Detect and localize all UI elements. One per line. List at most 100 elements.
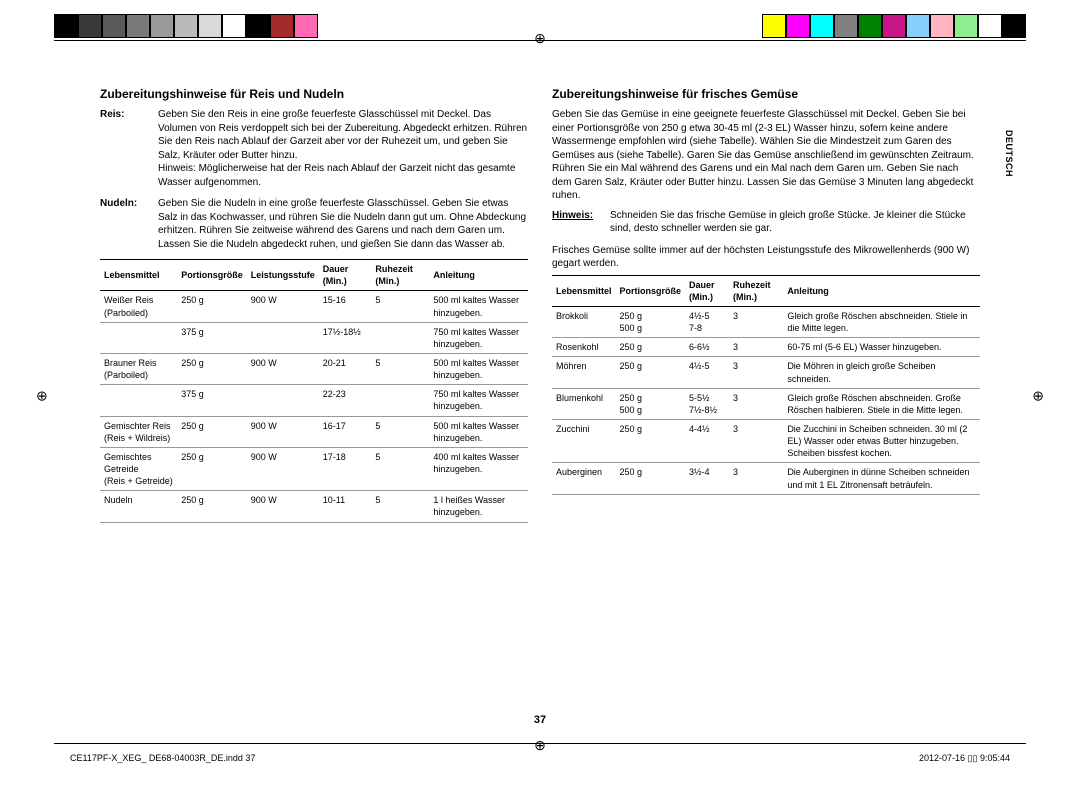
cell: 900 W	[247, 354, 319, 385]
left-heading: Zubereitungshinweise für Reis und Nudeln	[100, 86, 528, 102]
cell: 20-21	[319, 354, 372, 385]
col-header: Anleitung	[783, 275, 980, 306]
cell: Gemischter Reis(Reis + Wildreis)	[100, 416, 177, 447]
cell: 3	[729, 306, 783, 337]
cell: 4-4½	[685, 419, 729, 462]
cell: 750 ml kaltes Wasser hinzugeben.	[429, 385, 528, 416]
cell: 3	[729, 463, 783, 494]
cell: 22-23	[319, 385, 372, 416]
table-row: Auberginen250 g3½-43Die Auberginen in dü…	[552, 463, 980, 494]
regmark-right: ⊕	[1032, 388, 1044, 405]
cell: 15-16	[319, 291, 372, 322]
cell: 5	[371, 291, 429, 322]
table-row: Brauner Reis(Parboiled)250 g900 W20-2155…	[100, 354, 528, 385]
cell: Möhren	[552, 357, 616, 388]
cell: 10-11	[319, 491, 372, 522]
cell: Zucchini	[552, 419, 616, 462]
table-row: Zucchini250 g4-4½3Die Zucchini in Scheib…	[552, 419, 980, 462]
cell	[100, 385, 177, 416]
cell: 750 ml kaltes Wasser hinzugeben.	[429, 322, 528, 353]
cell: 375 g	[177, 322, 247, 353]
language-tab: DEUTSCH	[1004, 130, 1014, 177]
colorbar-left	[54, 14, 318, 38]
instruction-label: Reis:	[100, 108, 158, 189]
left-sections: Reis:Geben Sie den Reis in eine große fe…	[100, 108, 528, 251]
cell: 4½-5	[685, 357, 729, 388]
table-vegetables: LebensmittelPortionsgrößeDauer (Min.)Ruh…	[552, 275, 980, 495]
right-column: Zubereitungshinweise für frisches Gemüse…	[552, 86, 980, 702]
cell: 17½-18½	[319, 322, 372, 353]
col-header: Portionsgröße	[616, 275, 686, 306]
cell: 5	[371, 354, 429, 385]
cell: 6-6½	[685, 338, 729, 357]
col-header: Ruhezeit (Min.)	[371, 260, 429, 291]
cell: 3	[729, 338, 783, 357]
cell: 5-5½7½-8½	[685, 388, 729, 419]
cell	[371, 385, 429, 416]
table-row: Blumenkohl250 g500 g5-5½7½-8½3Gleich gro…	[552, 388, 980, 419]
table-rice-noodles: LebensmittelPortionsgrößeLeistungsstufeD…	[100, 259, 528, 522]
cell: Gleich große Röschen abschneiden. Große …	[783, 388, 980, 419]
table-row: 375 g 22-23 750 ml kaltes Wasser hinzugebe…	[100, 385, 528, 416]
cell: 3	[729, 357, 783, 388]
cell: 3	[729, 419, 783, 462]
table-row: 375 g 17½-18½ 750 ml kaltes Wasser hinzuge…	[100, 322, 528, 353]
table-row: Brokkoli250 g500 g4½-57-83Gleich große R…	[552, 306, 980, 337]
footer: CE117PF-X_XEG_ DE68-04003R_DE.indd 37 20…	[70, 753, 1010, 764]
hinweis-text: Schneiden Sie das frische Gemüse in glei…	[610, 209, 980, 236]
cell: Gemischtes Getreide(Reis + Getreide)	[100, 447, 177, 490]
table-row: Rosenkohl250 g6-6½360-75 ml (5-6 EL) Was…	[552, 338, 980, 357]
cell: 250 g500 g	[616, 306, 686, 337]
cell: Blumenkohl	[552, 388, 616, 419]
cell: 250 g	[177, 447, 247, 490]
content-columns: Zubereitungshinweise für Reis und Nudeln…	[100, 86, 980, 702]
cell: Die Möhren in gleich große Scheiben schn…	[783, 357, 980, 388]
instruction-block: Reis:Geben Sie den Reis in eine große fe…	[100, 108, 528, 189]
hinweis-label: Hinweis:	[552, 209, 610, 236]
cell: Die Zucchini in Scheiben schneiden. 30 m…	[783, 419, 980, 462]
cell: 375 g	[177, 385, 247, 416]
col-header: Lebensmittel	[100, 260, 177, 291]
cell: 400 ml kaltes Wasser hinzugeben.	[429, 447, 528, 490]
table-row: Möhren250 g4½-53Die Möhren in gleich gro…	[552, 357, 980, 388]
cell: Gleich große Röschen abschneiden. Stiele…	[783, 306, 980, 337]
col-header: Leistungsstufe	[247, 260, 319, 291]
hinweis-block: Hinweis: Schneiden Sie das frische Gemüs…	[552, 209, 980, 236]
cell: 3	[729, 388, 783, 419]
cell: Weißer Reis(Parboiled)	[100, 291, 177, 322]
instruction-block: Nudeln:Geben Sie die Nudeln in eine groß…	[100, 197, 528, 251]
cell: 250 g500 g	[616, 388, 686, 419]
cell: 17-18	[319, 447, 372, 490]
cell	[371, 322, 429, 353]
col-header: Dauer (Min.)	[685, 275, 729, 306]
col-header: Anleitung	[429, 260, 528, 291]
cell: 500 ml kaltes Wasser hinzugeben.	[429, 416, 528, 447]
cell: 250 g	[177, 354, 247, 385]
cell: 500 ml kaltes Wasser hinzugeben.	[429, 291, 528, 322]
cell: 250 g	[616, 357, 686, 388]
regmark-top: ⊕	[534, 30, 546, 47]
instruction-text: Geben Sie die Nudeln in eine große feuer…	[158, 197, 528, 251]
col-header: Lebensmittel	[552, 275, 616, 306]
footer-right: 2012-07-16 ▯▯ 9:05:44	[919, 753, 1010, 764]
instruction-label: Nudeln:	[100, 197, 158, 251]
table-row: Weißer Reis(Parboiled)250 g900 W15-16550…	[100, 291, 528, 322]
cell: 900 W	[247, 447, 319, 490]
instruction-text: Geben Sie den Reis in eine große feuerfe…	[158, 108, 528, 189]
right-heading: Zubereitungshinweise für frisches Gemüse	[552, 86, 980, 102]
cell: 60-75 ml (5-6 EL) Wasser hinzugeben.	[783, 338, 980, 357]
cell	[247, 322, 319, 353]
right-note: Frisches Gemüse sollte immer auf der höc…	[552, 244, 980, 271]
cell: 250 g	[616, 419, 686, 462]
colorbar-right	[762, 14, 1026, 38]
footer-left: CE117PF-X_XEG_ DE68-04003R_DE.indd 37	[70, 753, 255, 764]
cell: Nudeln	[100, 491, 177, 522]
cell: 5	[371, 416, 429, 447]
cell: 3½-4	[685, 463, 729, 494]
right-intro: Geben Sie das Gemüse in eine geeignete f…	[552, 108, 980, 203]
cell: 16-17	[319, 416, 372, 447]
cell: 5	[371, 491, 429, 522]
col-header: Portionsgröße	[177, 260, 247, 291]
left-column: Zubereitungshinweise für Reis und Nudeln…	[100, 86, 528, 702]
cell	[100, 322, 177, 353]
